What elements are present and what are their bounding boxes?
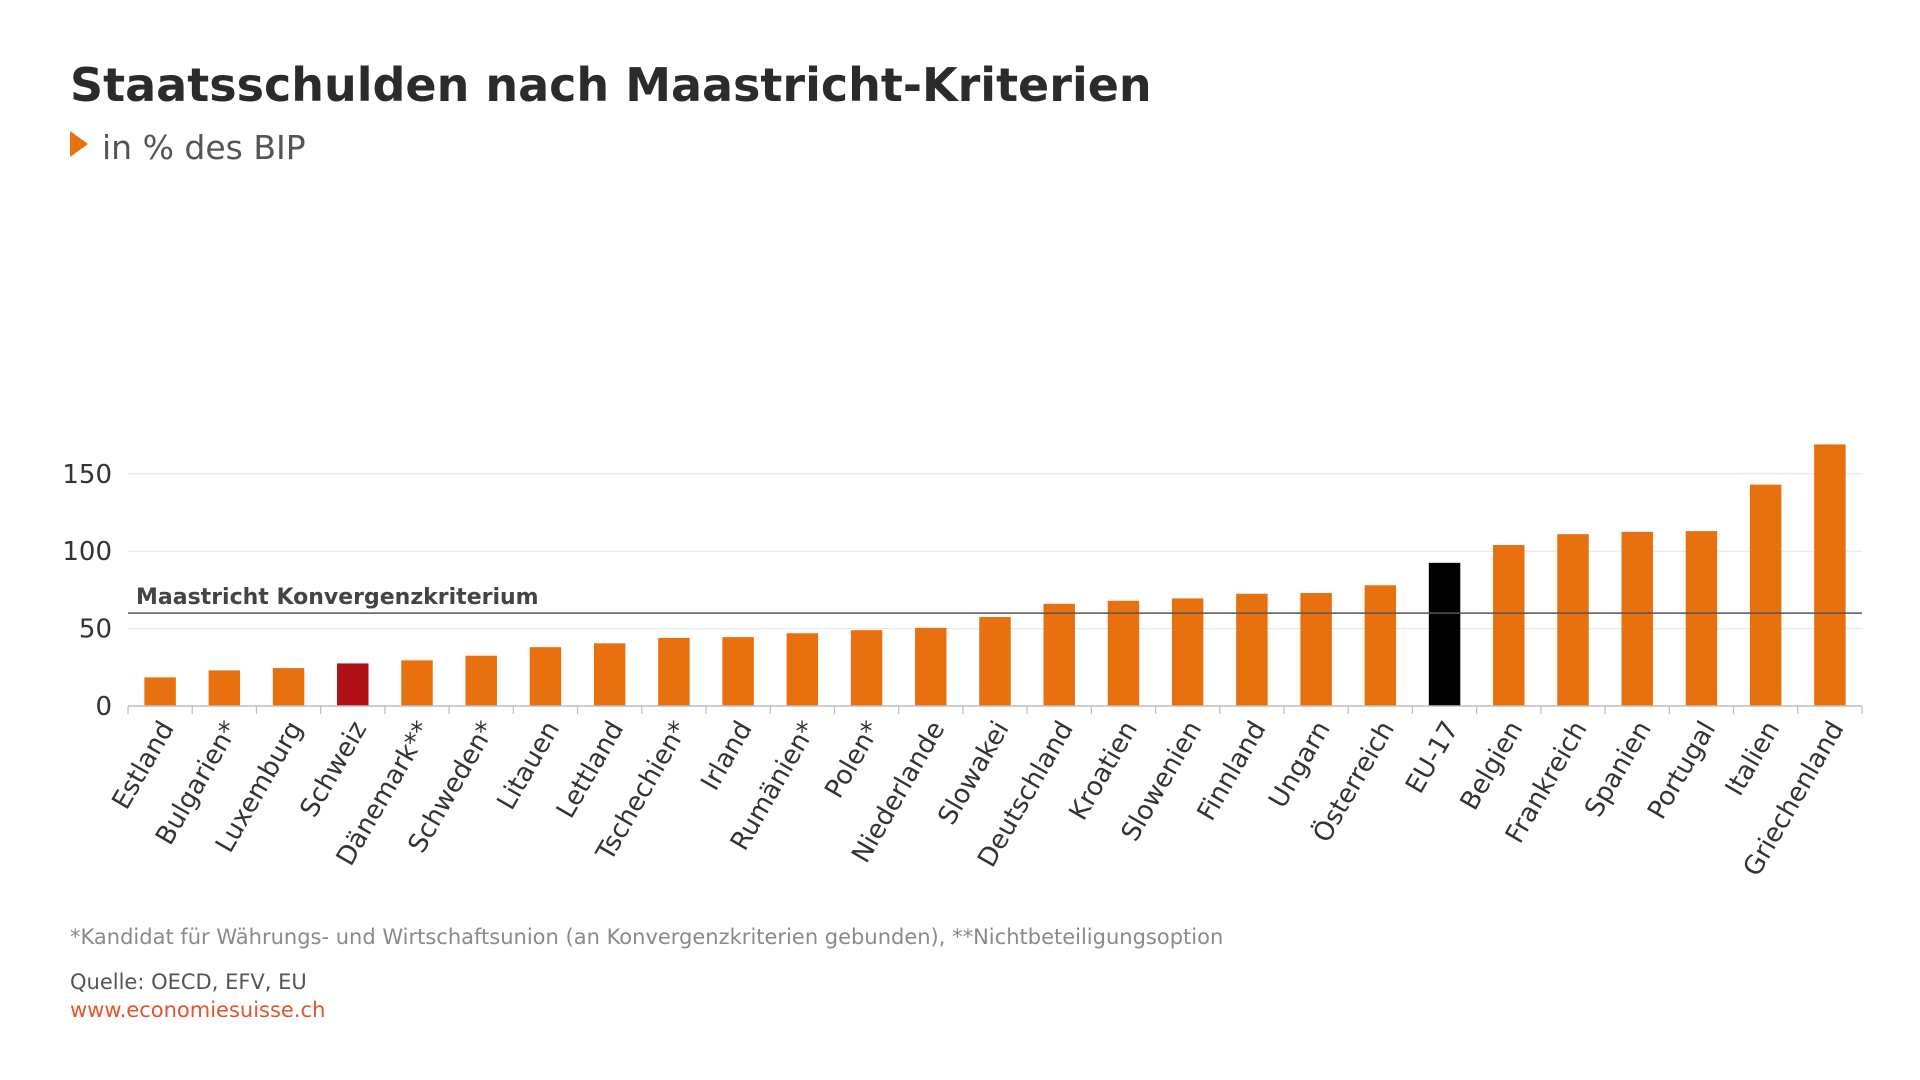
chart-source: Quelle: OECD, EFV, EU	[70, 970, 307, 994]
bar-15	[1043, 603, 1075, 706]
bar-21	[1428, 562, 1461, 706]
bar-27	[1814, 444, 1846, 706]
bar-7	[529, 647, 562, 706]
bar-18	[1236, 593, 1268, 706]
chart-subtitle: in % des BIP	[70, 128, 306, 167]
bar-8	[593, 643, 626, 706]
x-tick-label: Italien	[1720, 716, 1786, 801]
bar-11	[786, 633, 819, 706]
bar-6	[465, 655, 497, 706]
bar-23	[1557, 534, 1589, 706]
triangle-bullet-icon	[70, 131, 88, 157]
x-tick-label: Polen*	[819, 716, 887, 803]
y-tick-label: 50	[79, 615, 112, 645]
x-tick-label: Ungarn	[1263, 716, 1336, 813]
bar-13	[915, 627, 947, 706]
x-tick-label: EU-17	[1400, 716, 1465, 798]
bar-17	[1171, 598, 1204, 706]
subtitle-text: in % des BIP	[102, 128, 306, 167]
bar-25	[1685, 531, 1718, 706]
bar-20	[1364, 585, 1397, 706]
source-link[interactable]: www.economiesuisse.ch	[70, 998, 326, 1022]
chart-footnote: *Kandidat für Währungs- und Wirtschaftsu…	[70, 925, 1224, 949]
bar-24	[1621, 531, 1653, 706]
bar-16	[1107, 600, 1140, 706]
y-tick-label: 0	[95, 692, 112, 722]
bar-22	[1493, 545, 1525, 706]
bar-1	[144, 677, 176, 706]
bar-10	[722, 637, 754, 706]
bar-4	[337, 663, 369, 706]
bar-2	[208, 670, 241, 706]
reference-line-label: Maastricht Konvergenzkriterium	[136, 585, 539, 610]
bar-5	[401, 660, 433, 706]
chart-title: Staatsschulden nach Maastricht-Kriterien	[70, 58, 1152, 112]
bar-12	[850, 630, 883, 706]
bar-26	[1749, 484, 1782, 706]
y-tick-label: 150	[62, 460, 112, 490]
x-tick-label: Irland	[695, 716, 758, 796]
bar-19	[1300, 592, 1332, 706]
bar-9	[658, 637, 690, 706]
bar-3	[272, 668, 305, 706]
bar-14	[979, 616, 1011, 706]
y-tick-label: 100	[62, 537, 112, 567]
